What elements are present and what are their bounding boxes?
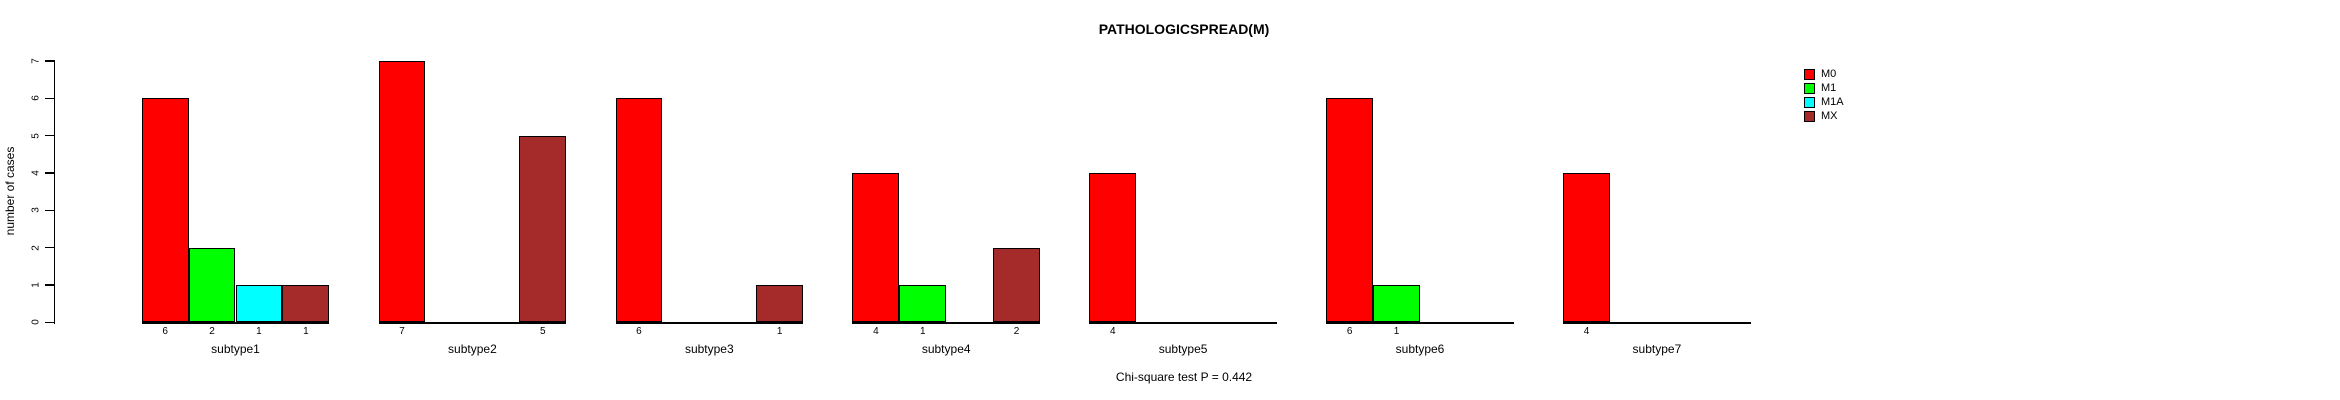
bar-m1-subtype4: [899, 284, 947, 323]
category-label-subtype7: subtype7: [1632, 342, 1682, 356]
group-baseline: [141, 322, 330, 324]
legend-swatch-icon: [1804, 68, 1815, 80]
y-axis-line: [53, 60, 55, 324]
y-axis-tick-label: 4: [30, 170, 42, 176]
bar-m1-subtype6: [1373, 284, 1420, 323]
bar-m0-subtype1: [141, 98, 189, 323]
y-axis-label: number of cases: [3, 146, 17, 236]
legend-swatch-icon: [1804, 82, 1815, 94]
bar-m0-subtype4: [852, 172, 900, 323]
category-label-subtype5: subtype5: [1158, 342, 1208, 356]
bar-mx-subtype1: [282, 284, 330, 323]
group-baseline: [1326, 322, 1514, 324]
y-axis-tick: [45, 134, 55, 137]
bar-value-label: 7: [399, 326, 405, 337]
y-axis-tick: [45, 284, 55, 286]
y-axis-tick-label: 1: [30, 282, 42, 288]
bar-value-label: 2: [209, 326, 215, 337]
legend-label: MX: [1821, 109, 1838, 122]
y-axis-tick-label: 0: [30, 319, 42, 326]
bar-mx-subtype3: [756, 284, 804, 323]
bar-m0-subtype7: [1563, 172, 1610, 323]
bar-m1-subtype1: [188, 247, 236, 323]
bar-value-label: 4: [1583, 326, 1590, 337]
y-axis-tick-label: 7: [30, 58, 42, 64]
bar-value-label: 1: [303, 326, 309, 337]
legend-item-mx: MX: [1804, 109, 1844, 123]
category-label-subtype1: subtype1: [211, 342, 260, 356]
category-label-subtype4: subtype4: [921, 342, 971, 356]
y-axis-tick: [45, 172, 55, 174]
bar-mx-subtype4: [993, 247, 1040, 323]
y-axis-tick-label: 2: [30, 244, 42, 251]
bar-value-label: 4: [1109, 326, 1116, 337]
legend-item-m1a: M1A: [1804, 95, 1844, 109]
y-axis-tick-label: 6: [30, 95, 42, 102]
y-axis-tick-label: 5: [30, 132, 42, 139]
group-baseline: [1089, 322, 1277, 324]
legend-swatch-icon: [1804, 110, 1815, 122]
bar-value-label: 6: [636, 326, 642, 337]
group-baseline: [615, 322, 804, 324]
chart-title: PATHOLOGICSPREAD(M): [1098, 21, 1270, 37]
bar-value-label: 4: [873, 326, 879, 337]
bar-m0-subtype5: [1089, 172, 1137, 323]
bar-value-label: 6: [1346, 326, 1353, 337]
legend-label: M1: [1821, 81, 1837, 94]
group-baseline: [852, 322, 1040, 324]
bar-value-label: 1: [776, 326, 783, 337]
legend: M0 M1 M1A MX: [1804, 67, 1844, 123]
y-axis-tick: [45, 321, 55, 323]
legend-item-m0: M0: [1804, 67, 1844, 81]
legend-label: M1A: [1821, 95, 1844, 108]
y-axis-tick-label: 3: [30, 207, 42, 214]
bar-m0-subtype2: [378, 60, 426, 323]
bar-m0-subtype3: [615, 98, 663, 323]
category-label-subtype2: subtype2: [448, 342, 497, 356]
group-baseline: [378, 322, 567, 324]
legend-label: M0: [1821, 67, 1837, 80]
bar-value-label: 2: [1013, 326, 1020, 337]
category-label-subtype3: subtype3: [684, 342, 734, 356]
bar-mx-subtype2: [519, 135, 567, 323]
y-axis-tick: [45, 246, 55, 249]
legend-swatch-icon: [1804, 96, 1815, 108]
bar-value-label: 5: [539, 326, 546, 337]
bar-value-label: 1: [1393, 326, 1400, 337]
y-axis-tick: [45, 97, 55, 99]
category-label-subtype6: subtype6: [1395, 342, 1445, 356]
legend-item-m1: M1: [1804, 81, 1844, 95]
bar-value-label: 1: [919, 326, 926, 337]
bar-m0-subtype6: [1326, 98, 1374, 323]
bar-value-label: 1: [256, 326, 262, 337]
y-axis-tick: [45, 209, 55, 211]
bar-value-label: 6: [162, 326, 168, 337]
group-baseline: [1563, 322, 1751, 324]
y-axis-tick: [45, 60, 55, 62]
bar-m1a-subtype1: [235, 284, 283, 323]
chi-square-annotation: Chi-square test P = 0.442: [1115, 370, 1253, 384]
